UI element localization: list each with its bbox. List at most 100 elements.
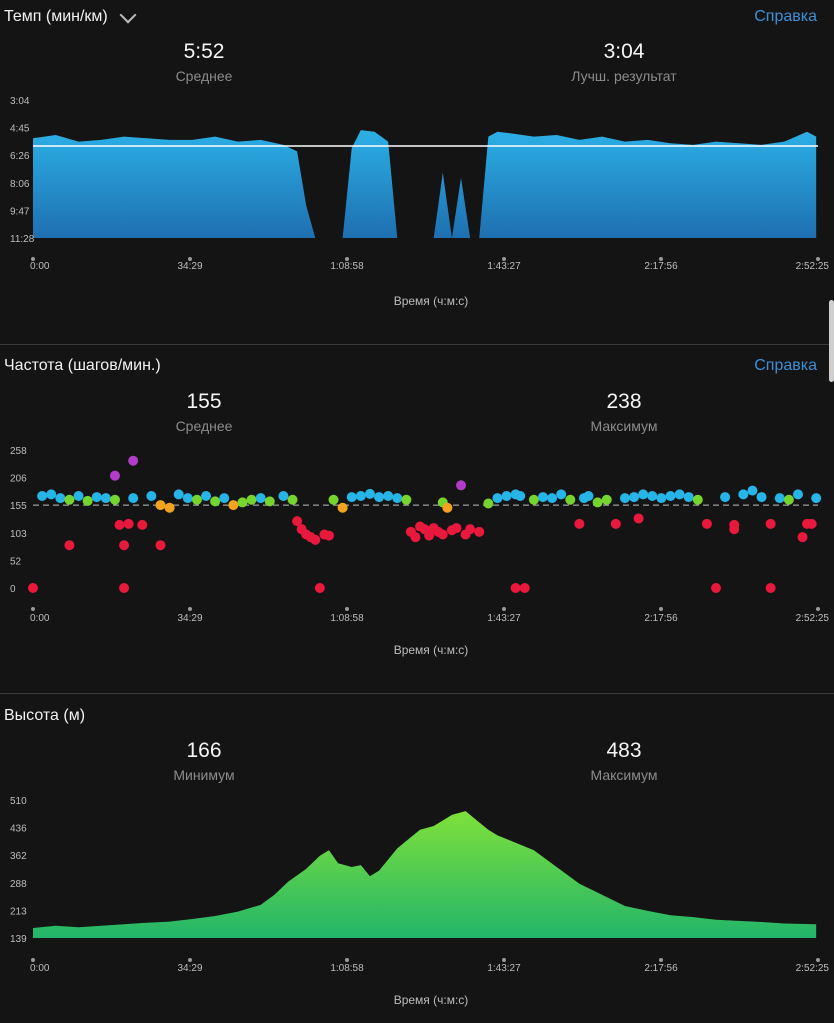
cadence-point — [483, 498, 494, 509]
y-tick-label: 103 — [10, 529, 27, 540]
x-tick-dot — [31, 257, 35, 261]
x-tick-dot — [659, 257, 663, 261]
cadence-point — [765, 518, 776, 529]
x-tick-label: 34:29 — [177, 261, 202, 272]
cadence-point — [119, 583, 130, 593]
x-tick-dot — [816, 958, 820, 962]
cadence-point — [811, 493, 822, 504]
cadence-point — [474, 526, 485, 537]
cadence-point — [128, 455, 139, 466]
cadence-point — [424, 530, 435, 541]
cadence-point — [701, 518, 712, 529]
x-tick-dot — [345, 607, 349, 611]
y-tick-label: 4:45 — [10, 124, 30, 135]
x-tick-dot — [345, 257, 349, 261]
cadence-point — [374, 492, 385, 503]
x-axis-label: Время (ч:м:с) — [394, 294, 469, 308]
pace-average-value: 5:52 — [183, 40, 225, 63]
cadence-point — [237, 497, 248, 508]
x-tick-dot — [31, 607, 35, 611]
cadence-point — [383, 491, 394, 501]
cadence-point — [601, 494, 612, 505]
x-tick-label: 2:52:25 — [796, 963, 830, 974]
pace-title-dropdown[interactable]: Темп (мин/км) — [4, 6, 137, 26]
cadence-point — [155, 500, 166, 511]
x-tick-label: 1:43:27 — [487, 963, 521, 974]
cadence-point — [592, 497, 603, 508]
x-tick-label: 34:29 — [177, 613, 202, 624]
cadence-point — [765, 583, 776, 593]
x-tick-label: 34:29 — [177, 963, 202, 974]
cadence-point — [738, 489, 749, 500]
y-tick-label: 0 — [10, 584, 16, 595]
cadence-point — [228, 500, 239, 511]
x-tick-dot — [502, 607, 506, 611]
cadence-point — [510, 583, 521, 593]
cadence-point — [442, 502, 453, 513]
y-tick-label: 6:26 — [10, 151, 30, 162]
pace-panel: Темп (мин/км) Справка 5:52 Среднее 3:04 … — [0, 0, 834, 344]
cadence-point — [292, 516, 303, 527]
x-tick-label: 2:17:56 — [644, 963, 678, 974]
elevation-chart[interactable]: 510 436 362 288 213 139 0:00 34:29 1:08:58 1:43:2… — [0, 694, 834, 1023]
y-tick-label: 206 — [10, 474, 27, 485]
cadence-point — [456, 480, 467, 491]
x-tick-dot — [188, 257, 192, 261]
cadence-point — [346, 492, 357, 503]
cadence-max-label: Максимум — [590, 418, 658, 434]
cadence-point — [114, 519, 125, 530]
cadence-point — [137, 519, 148, 530]
cadence-point — [219, 493, 230, 504]
cadence-help-link[interactable]: Справка — [754, 357, 817, 374]
y-tick-label: 288 — [10, 879, 27, 890]
cadence-point — [806, 518, 817, 529]
cadence-point — [401, 494, 412, 505]
x-tick-label: 1:08:58 — [330, 613, 364, 624]
pace-help-link[interactable]: Справка — [754, 8, 817, 25]
elevation-max-value: 483 — [606, 739, 642, 762]
pace-best-label: Лучш. результат — [571, 68, 677, 84]
cadence-point — [629, 492, 640, 503]
cadence-point — [638, 489, 649, 500]
x-tick-dot — [188, 607, 192, 611]
cadence-point — [164, 502, 175, 513]
pace-title: Темп (мин/км) — [4, 8, 108, 25]
cadence-point — [123, 518, 134, 529]
cadence-point — [583, 491, 594, 501]
cadence-point — [574, 518, 585, 529]
y-tick-label: 8:06 — [10, 179, 30, 190]
scrollbar[interactable] — [829, 300, 834, 382]
y-tick-label: 3:04 — [10, 96, 30, 107]
cadence-point — [37, 491, 48, 501]
cadence-max-value: 238 — [606, 390, 642, 413]
cadence-point — [264, 496, 275, 507]
x-tick-dot — [816, 607, 820, 611]
cadence-point — [201, 491, 212, 501]
cadence-point — [323, 530, 334, 541]
cadence-point — [656, 493, 667, 504]
x-tick-label: 2:17:56 — [644, 613, 678, 624]
cadence-panel: Частота (шагов/мин.) Справка 155 Среднее… — [0, 345, 834, 693]
cadence-point — [91, 492, 102, 503]
pace-chart[interactable]: 3:04 4:45 6:26 8:06 9:47 11:28 0:00 34:29 1:08:5… — [0, 0, 834, 344]
cadence-point — [364, 488, 375, 499]
cadence-point — [610, 518, 621, 529]
cadence-point — [501, 491, 512, 501]
cadence-point — [565, 494, 576, 505]
y-tick-label: 9:47 — [10, 206, 30, 217]
x-tick-label: 1:43:27 — [487, 613, 521, 624]
cadence-average-label: Среднее — [175, 418, 233, 434]
cadence-point — [797, 532, 808, 543]
cadence-point — [182, 493, 193, 504]
cadence-point — [55, 493, 66, 504]
x-tick-dot — [816, 257, 820, 261]
cadence-point — [173, 489, 184, 500]
y-tick-label: 11:28 — [10, 234, 35, 245]
cadence-chart[interactable]: 258 206 155 103 52 0 0:00 34:29 1:08:58 1:43:27 2:… — [0, 345, 834, 693]
cadence-point — [100, 493, 111, 504]
cadence-point — [720, 492, 731, 503]
elevation-area — [33, 811, 817, 938]
cadence-point — [337, 502, 348, 513]
cadence-point — [46, 489, 57, 500]
elevation-max-label: Максимум — [590, 767, 658, 783]
